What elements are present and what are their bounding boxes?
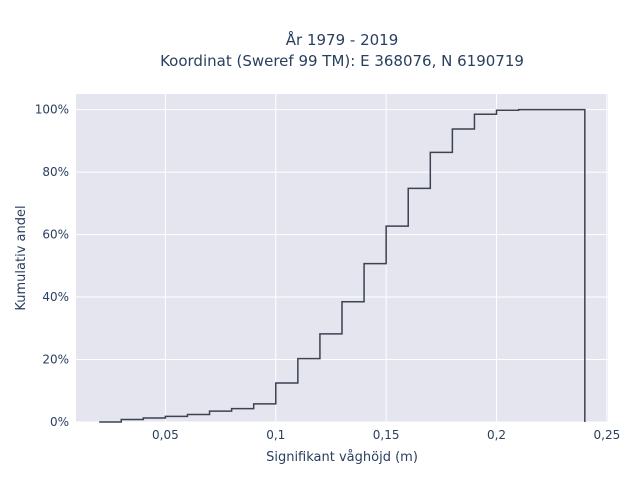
cdf-step-line [99,108,586,423]
chart-title-line-1: År 1979 - 2019 [286,30,399,49]
series-layer [99,108,586,423]
x-tick-label: 0,05 [152,428,179,442]
x-axis-title: Signifikant våghöjd (m) [266,450,418,465]
y-tick-label: 100% [35,103,69,117]
y-tick-label: 80% [42,165,69,179]
y-tick-label: 20% [42,353,69,367]
x-tick-label: 0,1 [266,428,285,442]
plot-area [76,94,608,422]
y-tick-label: 40% [42,290,69,304]
y-tick-label: 60% [42,228,69,242]
x-tick-label: 0,15 [373,428,400,442]
y-axis-title: Kumulativ andel [14,205,29,310]
y-tick-label: 0% [50,415,69,429]
x-tick-label: 0,2 [487,428,506,442]
x-tick-label: 0,25 [594,428,621,442]
tick-labels: 0,05 0,1 0,15 0,2 0,25 0% 20% 40% 60% 80% 100% [35,103,621,442]
chart-title-line-2: Koordinat (Sweref 99 TM): E 368076, N 61… [160,52,524,70]
